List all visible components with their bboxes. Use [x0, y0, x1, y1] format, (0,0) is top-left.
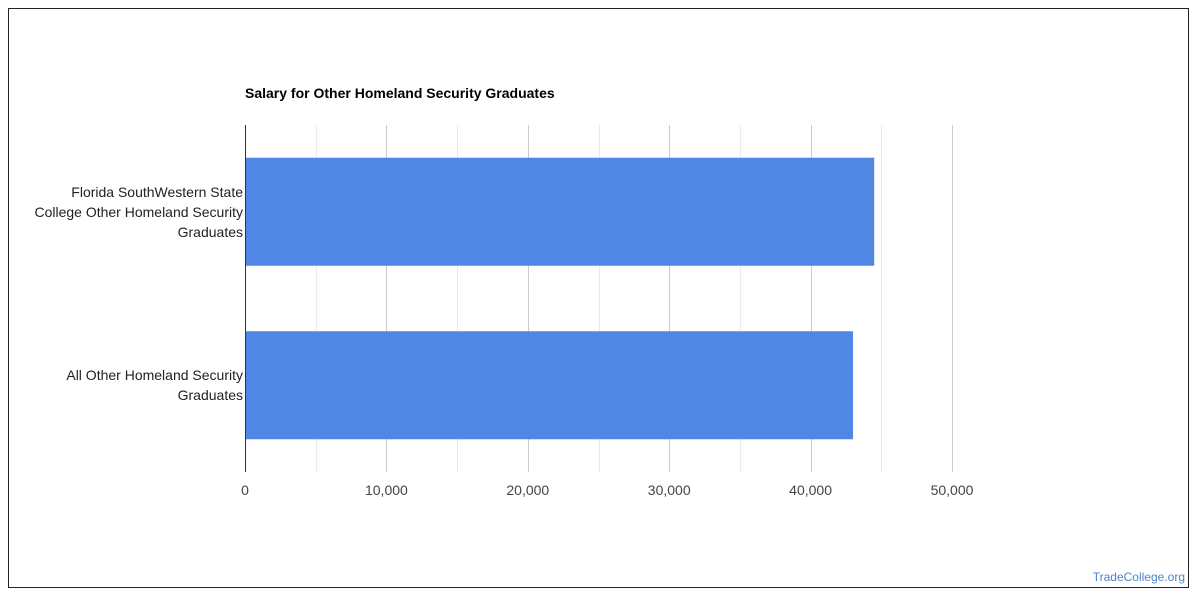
- chart-frame: [8, 8, 1189, 588]
- watermark-link[interactable]: TradeCollege.org: [1092, 570, 1185, 584]
- y-category-label-line: All Other Homeland Security: [66, 367, 243, 384]
- y-category-label-line: Graduates: [177, 387, 243, 404]
- x-tick-label: 40,000: [789, 482, 832, 498]
- y-category-label-line: Graduates: [177, 223, 243, 240]
- x-tick-label: 20,000: [506, 482, 549, 498]
- y-category-label-line: College Other Homeland Security: [34, 203, 243, 220]
- y-category-label-line: Florida SouthWestern State: [71, 183, 243, 200]
- x-tick-label: 50,000: [931, 482, 974, 498]
- x-tick-label: 10,000: [365, 482, 408, 498]
- x-tick-label: 0: [241, 482, 249, 498]
- y-category-label: All Other Homeland Security Graduates: [3, 365, 243, 405]
- chart-title: Salary for Other Homeland Security Gradu…: [245, 85, 555, 101]
- x-tick-label: 30,000: [648, 482, 691, 498]
- bar: [245, 157, 875, 266]
- y-category-label: Florida SouthWestern State College Other …: [3, 182, 243, 242]
- bar: [245, 331, 854, 440]
